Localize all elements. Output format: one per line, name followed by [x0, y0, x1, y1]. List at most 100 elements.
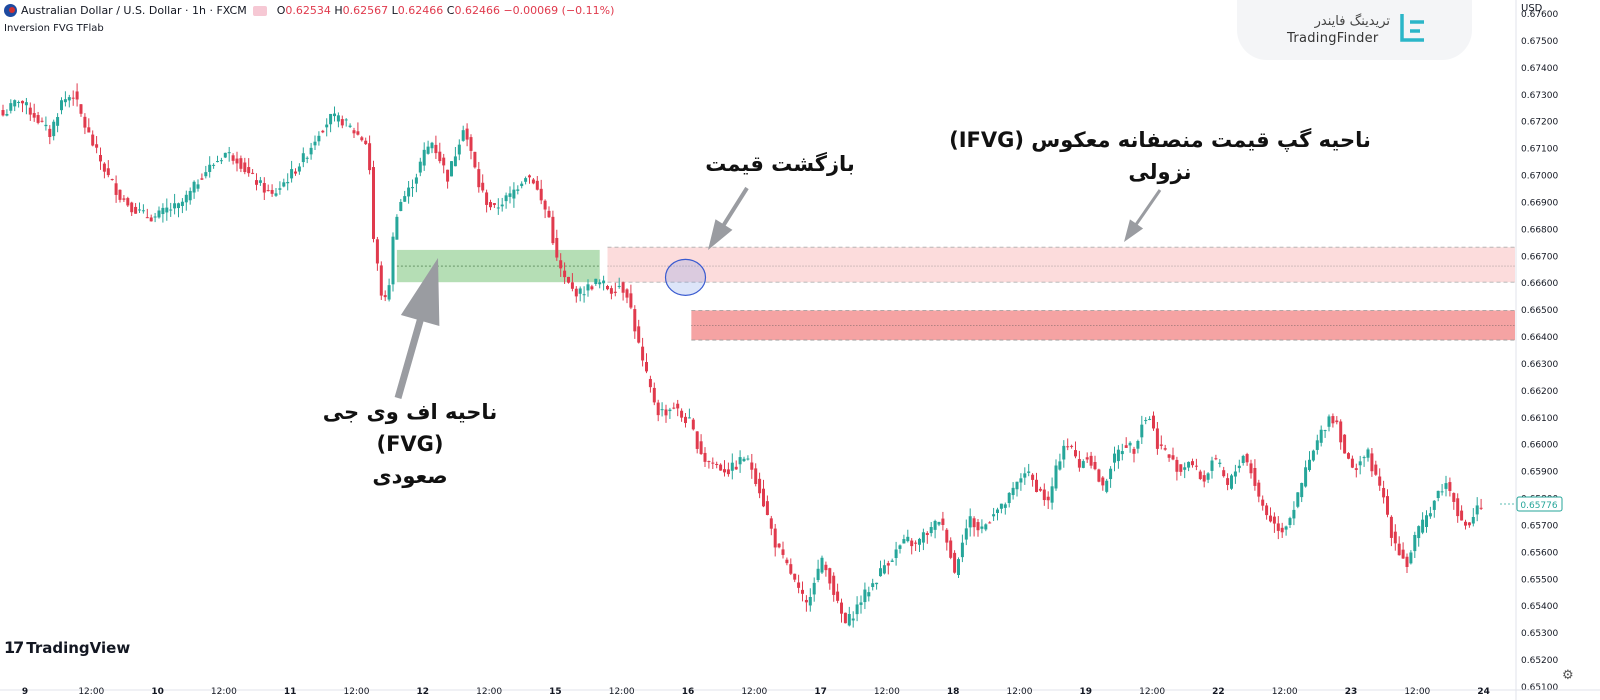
candle-up [1300, 482, 1304, 498]
candle-up [227, 152, 231, 154]
x-tick-label: 12 [417, 687, 430, 697]
candle-down [1222, 470, 1226, 477]
candle-up [851, 618, 855, 621]
y-tick-label: 0.66100 [1521, 414, 1558, 424]
candle-down [321, 130, 325, 133]
candle-down [1386, 496, 1389, 515]
candle-down [130, 202, 134, 213]
candle-up [317, 135, 321, 142]
candle-down [567, 276, 570, 283]
candle-down [539, 188, 543, 201]
candle-down [1159, 444, 1163, 446]
candle-up [141, 210, 145, 212]
candle-up [313, 141, 317, 146]
y-tick-label: 0.66200 [1521, 387, 1558, 397]
fvg-annotation-line1: ناحیه اف وی جی (FVG) [322, 400, 498, 456]
candle-down [953, 552, 957, 573]
candle-up [278, 188, 282, 190]
y-tick-label: 0.65600 [1521, 548, 1558, 558]
candle-up [418, 161, 422, 173]
candle-up [196, 184, 200, 189]
candle-up [1054, 465, 1058, 489]
candle-down [949, 540, 953, 558]
y-tick-label: 0.65500 [1521, 575, 1558, 585]
settings-gear-icon[interactable]: ⚙ [1562, 668, 1574, 683]
candle-up [17, 101, 21, 103]
candle-down [1335, 420, 1339, 423]
candle-down [836, 591, 840, 601]
candle-down [590, 286, 594, 290]
current-price-label: 0.65776 [1520, 501, 1557, 511]
candle-down [1265, 505, 1269, 516]
candle-up [871, 583, 875, 587]
candle-up [391, 236, 395, 285]
x-tick-label: 22 [1212, 687, 1225, 697]
x-tick-label: 15 [549, 687, 562, 697]
candle-down [95, 144, 99, 148]
candle-down [1226, 478, 1230, 485]
candle-up [586, 284, 590, 291]
candle-down [1070, 445, 1074, 447]
candle-up [992, 514, 996, 517]
candle-up [44, 124, 48, 127]
x-tick-label: 18 [947, 687, 960, 697]
candle-down [680, 410, 684, 418]
ifvg-annotation-line2: نزولی [1128, 160, 1192, 184]
candle-up [508, 193, 512, 197]
candle-down [87, 127, 91, 133]
candle-up [921, 532, 925, 543]
x-tick-label: 19 [1080, 687, 1093, 697]
candle-up [1218, 462, 1222, 464]
candle-down [340, 119, 344, 126]
candle-down [71, 97, 75, 99]
candle-up [165, 207, 169, 213]
candle-down [563, 270, 567, 278]
return-arrow [708, 186, 749, 250]
candle-down [547, 210, 551, 218]
candle-down [551, 216, 555, 244]
candle-down [695, 431, 699, 449]
tradingview-label: TradingView [26, 638, 131, 657]
candle-down [555, 237, 559, 258]
candles [1, 83, 1483, 628]
indicator-label[interactable]: Inversion FVG TFlab [4, 23, 104, 34]
candle-down [1194, 465, 1198, 467]
candle-down [832, 575, 836, 595]
candle-up [582, 294, 586, 296]
candle-down [672, 407, 676, 409]
candle-up [1241, 455, 1245, 464]
symbol-title[interactable]: Australian Dollar / U.S. Dollar · 1h · F… [21, 4, 247, 17]
candle-down [438, 151, 442, 162]
tradingfinder-logo-icon [1400, 14, 1424, 42]
candle-up [208, 164, 212, 172]
candle-up [1425, 515, 1428, 527]
candle-down [485, 192, 489, 205]
candle-down [637, 326, 641, 343]
candle-up [1292, 509, 1296, 519]
symbol-color-chip[interactable] [252, 5, 267, 16]
candle-up [1109, 468, 1113, 480]
candle-down [1401, 549, 1405, 559]
candle-up [687, 417, 691, 419]
currency-label[interactable]: USD [1521, 3, 1543, 14]
candle-up [461, 130, 465, 141]
candle-up [1284, 526, 1288, 530]
candle-up [450, 161, 453, 177]
candle-down [375, 239, 379, 264]
candle-down [1035, 479, 1038, 492]
candle-down [28, 107, 32, 115]
candle-up [1366, 449, 1370, 458]
tradingview-branding[interactable]: 17 TradingView [4, 638, 130, 657]
candle-up [180, 201, 184, 207]
candle-down [266, 190, 270, 192]
candle-down [99, 155, 102, 162]
candle-up [411, 187, 414, 189]
candle-up [933, 520, 937, 530]
candle-up [906, 536, 910, 542]
candle-down [368, 143, 372, 171]
candle-up [996, 509, 999, 514]
candle-down [828, 568, 832, 584]
candle-up [1308, 459, 1311, 471]
candle-down [1249, 463, 1253, 474]
